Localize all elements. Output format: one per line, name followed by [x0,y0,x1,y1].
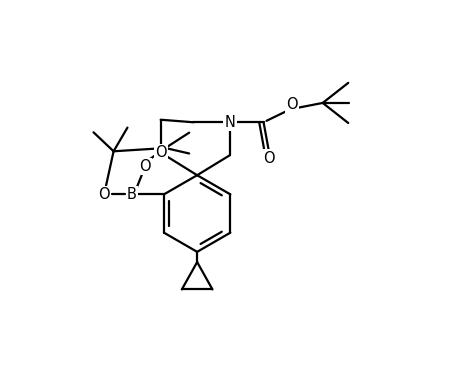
Text: O: O [155,145,166,160]
Text: O: O [263,150,274,166]
Text: O: O [285,96,297,112]
Text: O: O [139,159,151,174]
Text: O: O [98,187,110,202]
Text: N: N [224,115,235,130]
Text: B: B [127,187,136,202]
